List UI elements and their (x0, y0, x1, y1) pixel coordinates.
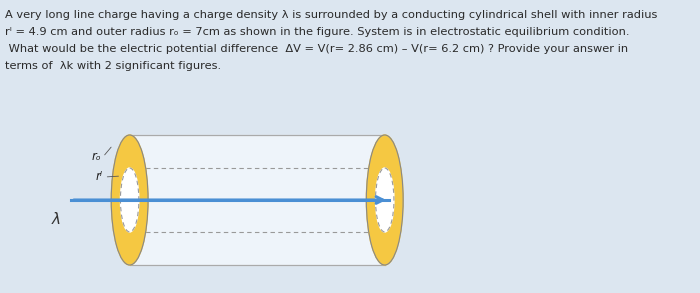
Ellipse shape (120, 168, 139, 232)
Text: What would be the electric potential difference  ΔV = V(r= 2.86 cm) – V(r= 6.2 c: What would be the electric potential dif… (5, 44, 628, 54)
Polygon shape (130, 135, 385, 265)
Text: terms of  λk with 2 significant figures.: terms of λk with 2 significant figures. (5, 61, 221, 71)
Text: rᴵ = 4.9 cm and outer radius rₒ = 7cm as shown in the figure. System is in elect: rᴵ = 4.9 cm and outer radius rₒ = 7cm as… (5, 27, 629, 37)
Ellipse shape (366, 135, 403, 265)
Ellipse shape (375, 168, 394, 232)
Ellipse shape (111, 135, 148, 265)
Text: λ: λ (52, 212, 60, 227)
Text: A very long line charge having a charge density λ is surrounded by a conducting : A very long line charge having a charge … (5, 10, 657, 20)
Text: rᴵ: rᴵ (96, 171, 103, 183)
Text: rₒ: rₒ (92, 151, 102, 163)
